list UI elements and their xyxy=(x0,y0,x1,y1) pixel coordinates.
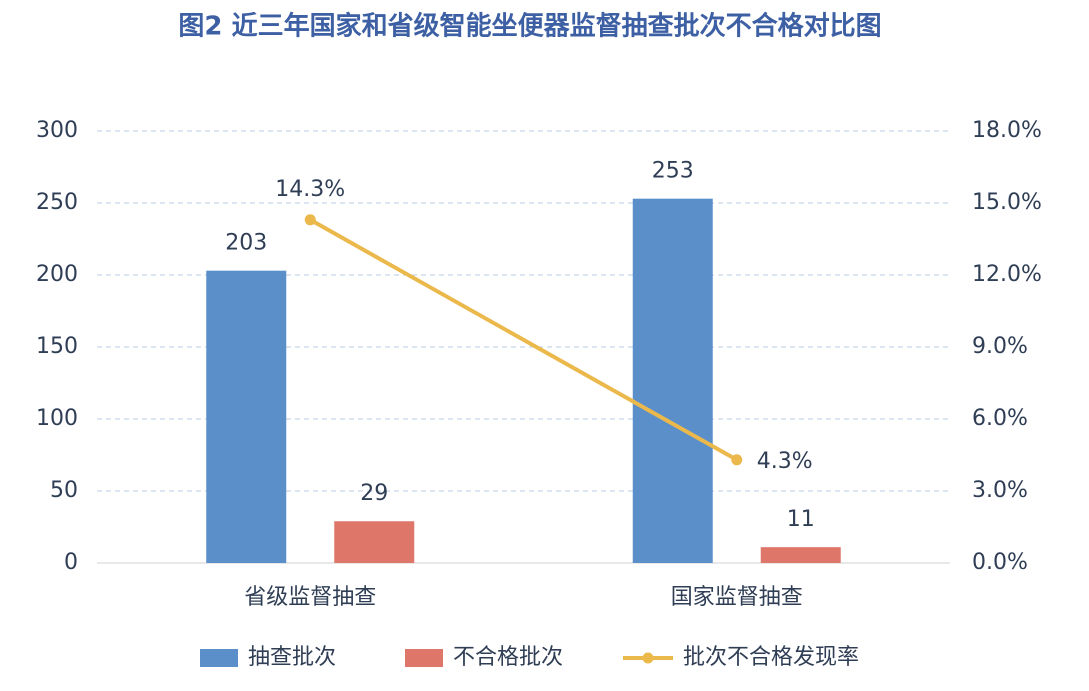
line xyxy=(309,218,738,462)
y2-tick-label: 0.0% xyxy=(972,550,1028,575)
bar xyxy=(334,521,415,563)
y-tick-label: 200 xyxy=(36,262,78,287)
data-label: 253 xyxy=(652,159,694,184)
x-tick-label: 国家监督抽查 xyxy=(671,585,803,610)
legend-swatch xyxy=(642,652,654,664)
y2-tick-label: 3.0% xyxy=(972,478,1028,503)
data-label: 4.3% xyxy=(757,449,813,474)
legend-swatch xyxy=(405,649,443,667)
line-point xyxy=(304,214,316,226)
y-tick-label: 0 xyxy=(64,550,78,575)
y2-tick-label: 18.0% xyxy=(972,118,1042,143)
y2-tick-label: 12.0% xyxy=(972,262,1042,287)
y-tick-label: 250 xyxy=(36,190,78,215)
legend-label: 不合格批次 xyxy=(453,645,563,670)
bar xyxy=(760,547,841,563)
legend-swatch xyxy=(200,649,238,667)
bar xyxy=(206,270,287,563)
y2-tick-label: 6.0% xyxy=(972,406,1028,431)
line-point xyxy=(731,454,743,466)
y2-tick-label: 15.0% xyxy=(972,190,1042,215)
legend-label: 抽查批次 xyxy=(248,645,336,670)
data-label: 11 xyxy=(787,507,815,532)
y-tick-label: 300 xyxy=(36,118,78,143)
y-tick-label: 150 xyxy=(36,334,78,359)
data-label: 203 xyxy=(225,231,267,256)
y-tick-label: 100 xyxy=(36,406,78,431)
data-label: 14.3% xyxy=(275,177,345,202)
x-tick-label: 省级监督抽查 xyxy=(244,585,376,610)
legend-label: 批次不合格发现率 xyxy=(683,645,859,670)
y-tick-label: 50 xyxy=(50,478,78,503)
y2-tick-label: 9.0% xyxy=(972,334,1028,359)
data-label: 29 xyxy=(360,481,388,506)
chart-title: 图2 近三年国家和省级智能坐便器监督抽查批次不合格对比图 xyxy=(178,11,881,42)
bar xyxy=(632,198,713,563)
